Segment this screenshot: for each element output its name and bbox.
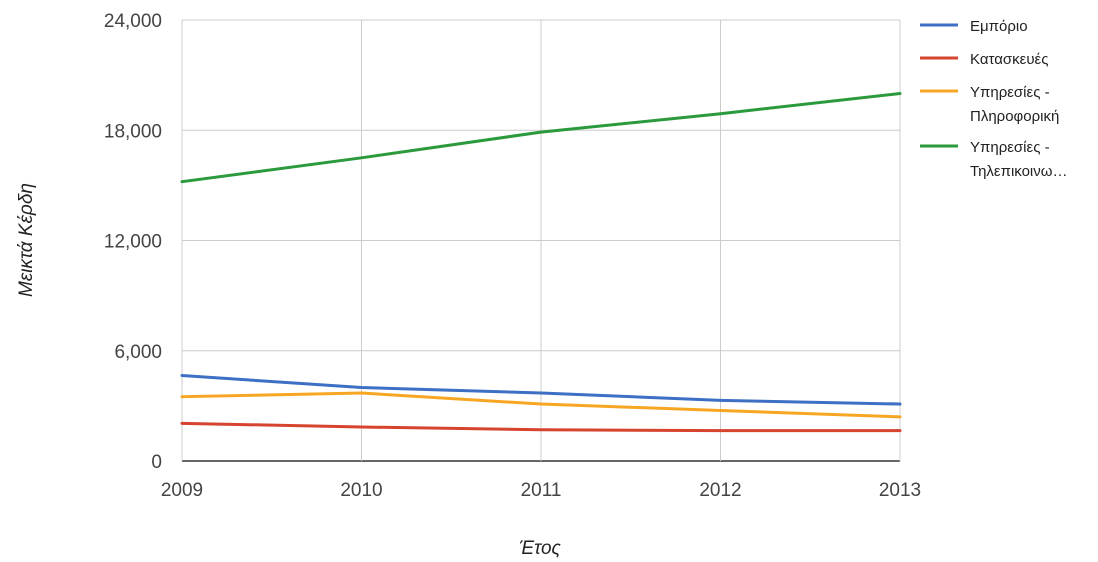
series-line-3 [180, 391, 902, 419]
y-axis-ticks: 0 6,000 12,000 18,000 24,000 [104, 11, 162, 473]
x-tick-label: 2013 [879, 480, 921, 501]
y-tick-label: 0 [151, 452, 162, 473]
series-line-1 [180, 374, 902, 406]
legend-label: Υπηρεσίες - [970, 84, 1050, 101]
series-line-4 [180, 92, 902, 184]
legend-item: Υπηρεσίες - Πληροφορική [920, 84, 1059, 125]
legend-item: Εμπόριο [920, 18, 1028, 35]
series-line-2 [180, 421, 902, 433]
x-axis-title: Έτος [519, 538, 561, 559]
legend-label: Τηλεπικοινω… [970, 163, 1067, 180]
grid [181, 19, 901, 462]
x-tick-label: 2012 [699, 480, 741, 501]
legend-label: Υπηρεσίες - [970, 139, 1050, 156]
y-axis-title: Μεικτά Κέρδη [16, 183, 37, 297]
x-tick-label: 2010 [340, 480, 382, 501]
y-tick-label: 18,000 [104, 121, 162, 142]
legend-label: Κατασκευές [970, 51, 1048, 68]
legend-label: Πληροφορική [970, 108, 1059, 125]
x-axis-ticks: 2009 2010 2011 2012 2013 [161, 480, 921, 501]
legend-item: Κατασκευές [920, 51, 1048, 68]
legend-item: Υπηρεσίες - Τηλεπικοινω… [920, 139, 1067, 180]
y-tick-label: 12,000 [104, 232, 162, 253]
series-layer [180, 92, 902, 433]
y-tick-label: 24,000 [104, 11, 162, 32]
x-tick-label: 2011 [521, 480, 562, 501]
y-tick-label: 6,000 [114, 342, 162, 363]
x-tick-label: 2009 [161, 480, 203, 501]
legend-label: Εμπόριο [970, 18, 1028, 35]
